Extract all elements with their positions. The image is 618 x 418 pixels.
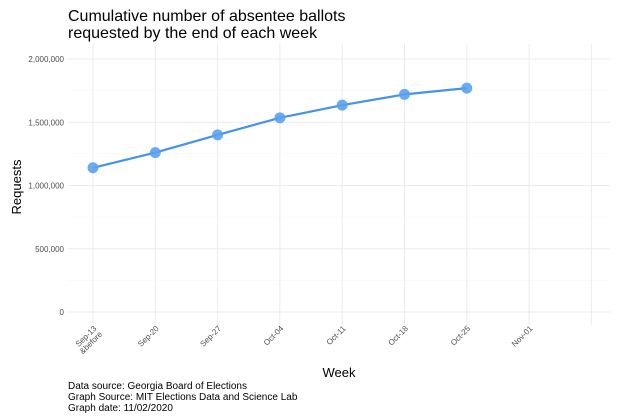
- x-tick-label-line: Oct-18: [387, 324, 411, 348]
- y-tick-label: 2,000,000: [28, 55, 64, 64]
- x-tick-label: Oct-04: [262, 324, 286, 348]
- x-tick-label: Sep-27: [198, 324, 223, 349]
- y-tick-label: 1,500,000: [28, 118, 64, 127]
- chart-title-line-2: requested by the end of each week: [68, 25, 318, 42]
- x-tick-label: Oct-18: [387, 324, 411, 348]
- x-tick-label-line: Oct-25: [449, 324, 473, 348]
- caption-graph-date: Graph date: 11/02/2020: [68, 403, 173, 414]
- data-point: [212, 129, 224, 141]
- y-tick-label: 1,000,000: [28, 182, 64, 191]
- data-point: [461, 82, 473, 94]
- x-tick-label: Oct-25: [449, 324, 473, 348]
- y-tick-labels: 0 500,000 1,000,000 1,500,000 2,000,000: [28, 55, 64, 317]
- x-tick-label: Nov-01: [510, 324, 535, 349]
- x-tick-label: Sep-13&before: [72, 324, 104, 356]
- y-tick-label: 500,000: [35, 245, 64, 254]
- caption: Data source: Georgia Board of Elections …: [68, 381, 297, 414]
- x-axis-title: Week: [323, 365, 356, 380]
- data-point: [149, 147, 161, 159]
- caption-data-source: Data source: Georgia Board of Elections: [68, 381, 247, 392]
- x-tick-label: Oct-11: [325, 324, 348, 347]
- series-layer: [87, 82, 473, 174]
- data-point: [336, 99, 348, 111]
- x-tick-label-line: Nov-01: [510, 324, 535, 349]
- x-tick-label-line: Sep-20: [136, 324, 161, 349]
- x-tick-label-line: Sep-27: [198, 324, 223, 349]
- grid-layer: [68, 44, 610, 325]
- y-tick-label: 0: [60, 308, 65, 317]
- x-tick-label: Sep-20: [136, 324, 161, 349]
- data-point: [274, 112, 286, 124]
- x-tick-label-line: Oct-04: [262, 324, 286, 348]
- caption-graph-source: Graph Source: MIT Elections Data and Sci…: [68, 392, 298, 403]
- chart-title: Cumulative number of absentee ballots re…: [68, 8, 588, 42]
- x-tick-labels: Sep-13&before Sep-20 Sep-27 Oct-04 Oct-11 Oct…: [72, 324, 535, 356]
- x-tick-label-line: Oct-11: [325, 324, 348, 347]
- data-point: [399, 88, 410, 100]
- data-point: [87, 162, 99, 174]
- chart-title-line-1: Cumulative number of absentee ballots: [68, 8, 346, 25]
- y-axis-title: Requests: [9, 159, 24, 214]
